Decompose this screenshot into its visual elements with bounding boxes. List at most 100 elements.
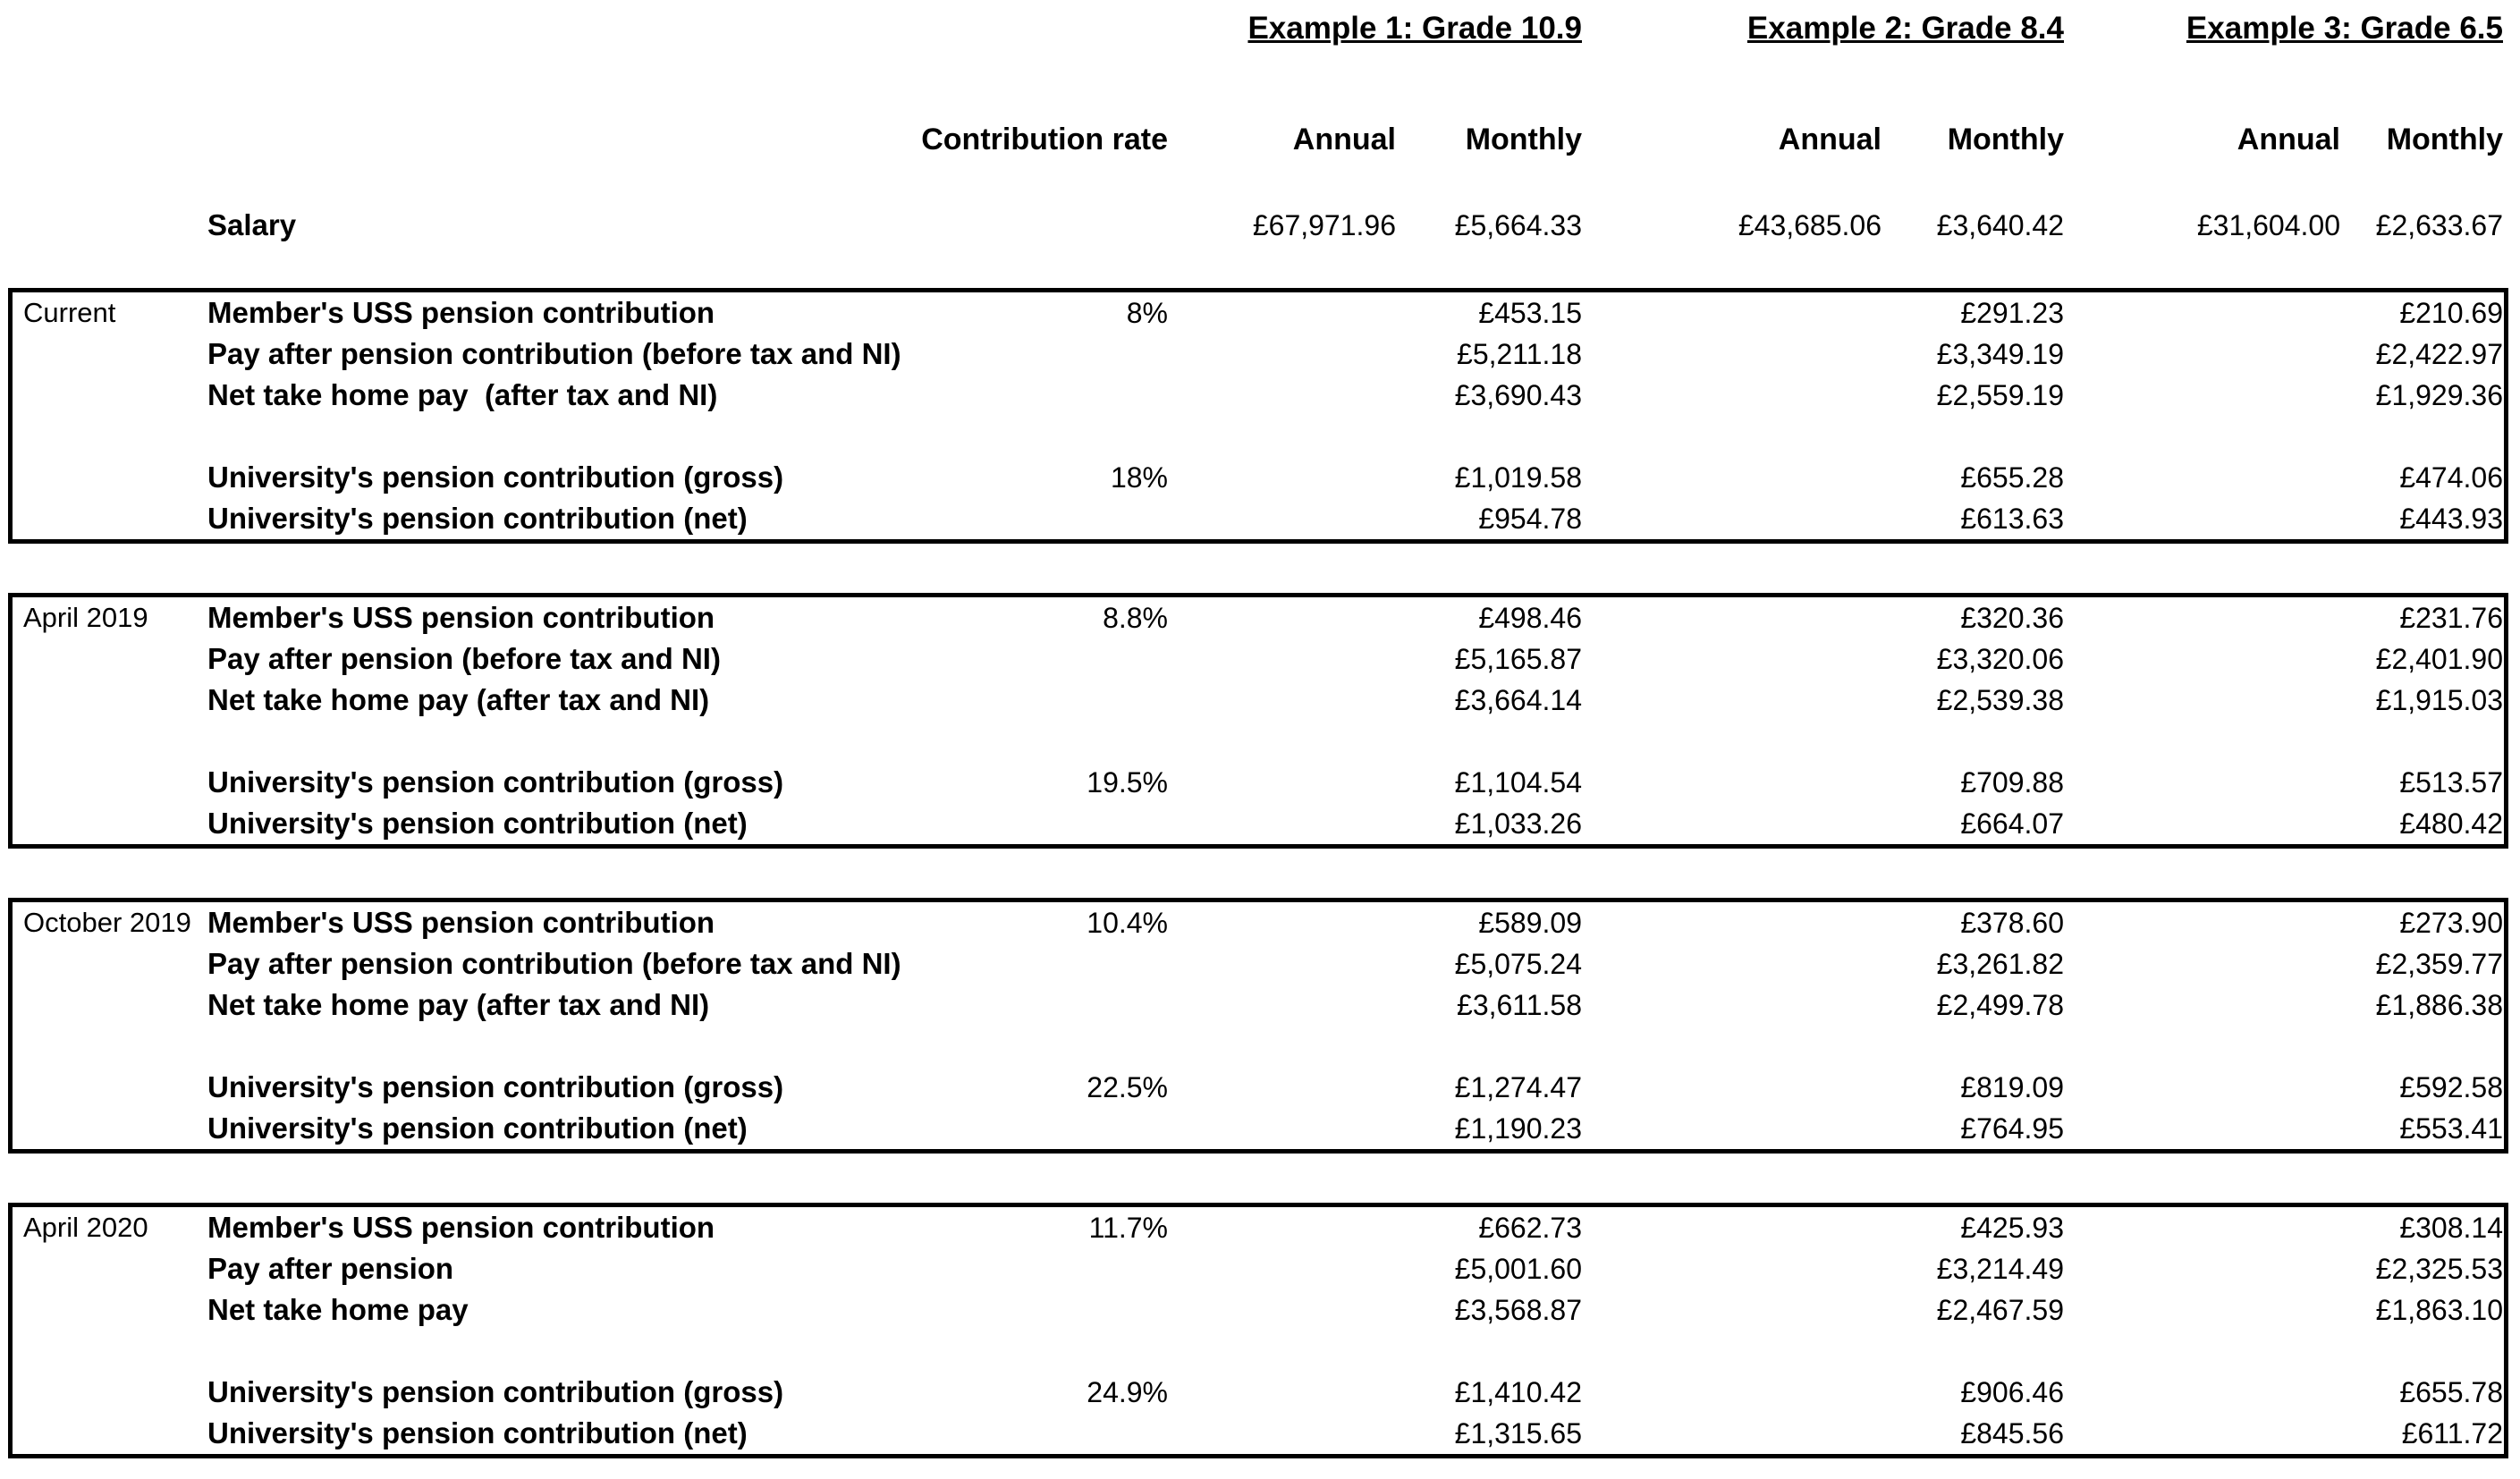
table-row: University's pension contribution (gross… [13, 457, 2504, 498]
table-row: University's pension contribution (gross… [13, 762, 2504, 803]
ex3-monthly-value: £655.78 [2399, 1375, 2503, 1408]
row-label: Net take home pay [207, 1293, 469, 1326]
ex2-monthly-value: £613.63 [1960, 502, 2064, 535]
pension-comparison-table: Example 1: Grade 10.9 Example 2: Grade 8… [0, 7, 2520, 1479]
ex2-monthly-header: Monthly [1947, 122, 2064, 156]
ex1-monthly-value: £3,664.14 [1454, 683, 1582, 716]
row-label: University's pension contribution (gross… [207, 765, 784, 799]
row-label: Member's USS pension contribution [207, 601, 715, 634]
ex3-monthly-value: £308.14 [2399, 1211, 2503, 1244]
table-row: Pay after pension contribution (before t… [13, 943, 2504, 985]
rate-value: 19.5% [1087, 765, 1168, 799]
row-label: University's pension contribution (gross… [207, 1375, 784, 1408]
row-label: Pay after pension contribution (before t… [207, 337, 901, 370]
example-3-heading: Example 3: Grade 6.5 [2186, 11, 2503, 46]
ex2-monthly-value: £2,499.78 [1936, 988, 2064, 1021]
table-row: October 2019 Member's USS pension contri… [13, 902, 2504, 943]
table-row: University's pension contribution (gross… [13, 1067, 2504, 1108]
section-october-2019: October 2019 Member's USS pension contri… [8, 898, 2508, 1154]
salary-ex2-annual: £43,685.06 [1738, 208, 1882, 241]
row-label: Member's USS pension contribution [207, 906, 715, 939]
column-headers-row: Contribution rate Annual Monthly Annual … [13, 118, 2503, 161]
ex3-monthly-value: £210.69 [2399, 296, 2503, 329]
rate-value: 11.7% [1088, 1211, 1168, 1244]
row-label: University's pension contribution (net) [207, 1111, 748, 1145]
contribution-rate-header: Contribution rate [921, 122, 1168, 156]
ex3-monthly-value: £611.72 [2401, 1416, 2503, 1449]
ex3-monthly-value: £2,422.97 [2375, 337, 2503, 370]
row-label: University's pension contribution (net) [207, 807, 748, 840]
row-label: Pay after pension [207, 1252, 454, 1285]
ex3-monthly-header: Monthly [2386, 122, 2503, 156]
example-1-heading: Example 1: Grade 10.9 [1247, 11, 1582, 46]
ex2-monthly-value: £3,261.82 [1936, 947, 2064, 980]
ex2-monthly-value: £2,559.19 [1936, 378, 2064, 411]
ex1-monthly-value: £1,019.58 [1454, 461, 1582, 494]
ex1-monthly-value: £1,410.42 [1454, 1375, 1582, 1408]
rate-value: 8% [1126, 296, 1168, 329]
ex1-monthly-value: £662.73 [1478, 1211, 1582, 1244]
table-row: University's pension contribution (gross… [13, 1372, 2504, 1413]
ex3-monthly-value: £592.58 [2399, 1070, 2503, 1103]
ex2-monthly-value: £764.95 [1960, 1111, 2064, 1145]
ex2-monthly-value: £664.07 [1960, 807, 2064, 840]
row-label: Member's USS pension contribution [207, 1211, 715, 1244]
section-april-2019: April 2019 Member's USS pension contribu… [8, 593, 2508, 849]
rate-value: 10.4% [1087, 906, 1168, 939]
table-row: Net take home pay (after tax and NI) £3,… [13, 375, 2504, 416]
ex3-monthly-value: £480.42 [2399, 807, 2503, 840]
ex1-monthly-value: £5,211.18 [1457, 337, 1582, 370]
rate-value: 8.8% [1103, 601, 1168, 634]
table-row: Net take home pay £3,568.87 £2,467.59 £1… [13, 1289, 2504, 1331]
ex3-monthly-value: £513.57 [2399, 765, 2503, 799]
section-april-2020: April 2020 Member's USS pension contribu… [8, 1203, 2508, 1458]
salary-ex3-monthly: £2,633.67 [2375, 208, 2503, 241]
ex2-monthly-value: £819.09 [1960, 1070, 2064, 1103]
ex3-monthly-value: £1,863.10 [2375, 1293, 2503, 1326]
salary-label: Salary [207, 208, 297, 241]
salary-ex2-monthly: £3,640.42 [1936, 208, 2064, 241]
ex2-monthly-value: £709.88 [1960, 765, 2064, 799]
table-row: April 2019 Member's USS pension contribu… [13, 597, 2504, 638]
row-label: University's pension contribution (gross… [207, 461, 784, 494]
period-label: Current [23, 297, 116, 328]
ex3-monthly-value: £1,915.03 [2375, 683, 2503, 716]
example-headings-row: Example 1: Grade 10.9 Example 2: Grade 8… [13, 7, 2503, 50]
row-label: Net take home pay (after tax and NI) [207, 683, 710, 716]
table-header: Example 1: Grade 10.9 Example 2: Grade 8… [13, 7, 2503, 247]
table-row: Pay after pension contribution (before t… [13, 334, 2504, 375]
ex1-monthly-value: £5,075.24 [1454, 947, 1582, 980]
row-label: Pay after pension contribution (before t… [207, 947, 901, 980]
ex2-monthly-value: £425.93 [1960, 1211, 2064, 1244]
period-label: April 2019 [23, 602, 148, 633]
ex2-monthly-value: £291.23 [1960, 296, 2064, 329]
rate-value: 18% [1110, 461, 1168, 494]
ex3-monthly-value: £443.93 [2399, 502, 2503, 535]
ex2-monthly-value: £3,349.19 [1936, 337, 2064, 370]
row-label: University's pension contribution (net) [207, 1416, 748, 1449]
ex2-monthly-value: £2,467.59 [1936, 1293, 2064, 1326]
table-row: Current Member's USS pension contributio… [13, 292, 2504, 334]
table-row: University's pension contribution (net) … [13, 1108, 2504, 1149]
ex3-monthly-value: £231.76 [2399, 601, 2503, 634]
ex1-monthly-value: £1,315.65 [1454, 1416, 1582, 1449]
ex3-annual-header: Annual [2237, 122, 2340, 156]
table-row: University's pension contribution (net) … [13, 803, 2504, 844]
table-row: Net take home pay (after tax and NI) £3,… [13, 680, 2504, 721]
ex3-monthly-value: £553.41 [2399, 1111, 2503, 1145]
period-label: April 2020 [23, 1212, 148, 1243]
ex1-monthly-value: £954.78 [1478, 502, 1582, 535]
rate-value: 24.9% [1087, 1375, 1168, 1408]
ex1-monthly-value: £1,033.26 [1454, 807, 1582, 840]
table-row: University's pension contribution (net) … [13, 1413, 2504, 1454]
ex1-monthly-value: £5,165.87 [1454, 642, 1582, 675]
salary-ex1-annual: £67,971.96 [1252, 208, 1396, 241]
ex1-monthly-header: Monthly [1465, 122, 1582, 156]
row-label: Net take home pay (after tax and NI) [207, 988, 710, 1021]
ex1-monthly-value: £453.15 [1478, 296, 1582, 329]
section-current: Current Member's USS pension contributio… [8, 288, 2508, 544]
ex3-monthly-value: £2,325.53 [2375, 1252, 2503, 1285]
period-label: October 2019 [23, 907, 191, 938]
ex3-monthly-value: £273.90 [2399, 906, 2503, 939]
row-label: Pay after pension (before tax and NI) [207, 642, 721, 675]
